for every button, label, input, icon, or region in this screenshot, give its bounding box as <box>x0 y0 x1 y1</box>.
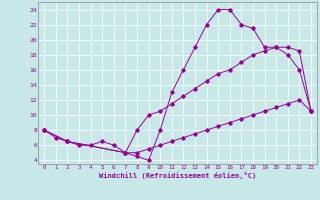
X-axis label: Windchill (Refroidissement éolien,°C): Windchill (Refroidissement éolien,°C) <box>99 172 256 179</box>
